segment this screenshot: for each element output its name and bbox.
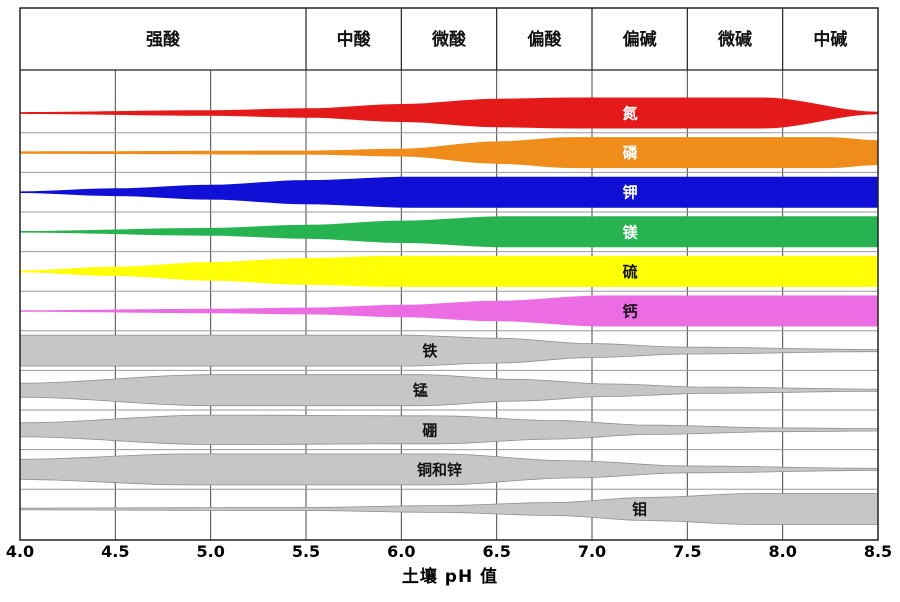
x-tick-label: 7.5	[673, 542, 701, 561]
x-tick-label: 6.0	[387, 542, 415, 561]
band-iron	[19, 334, 879, 367]
band-potassium	[20, 176, 878, 208]
zone-label: 中碱	[813, 29, 847, 50]
x-tick-label: 4.5	[101, 542, 129, 561]
x-tick-label: 7.0	[578, 542, 606, 561]
x-tick-label: 6.5	[482, 542, 510, 561]
band-label-calcium: 钙	[623, 303, 638, 321]
band-nitrogen	[20, 97, 878, 129]
band-label-magnesium: 镁	[623, 223, 639, 241]
zone-label: 中酸	[337, 29, 372, 50]
x-axis-title: 土壤 pH 值	[401, 567, 499, 587]
band-manganese	[19, 374, 879, 407]
band-label-sulfur: 硫	[623, 263, 638, 281]
band-label-nitrogen: 氮	[623, 105, 638, 123]
band-calcium	[20, 295, 878, 327]
x-tick-label: 8.5	[864, 542, 892, 561]
band-label-molybdenum: 钼	[632, 501, 647, 519]
band-magnesium	[20, 216, 878, 248]
band-phosphorus	[20, 137, 878, 169]
x-tick-label: 5.0	[196, 542, 224, 561]
zone-label: 微碱	[717, 29, 752, 50]
chart-border	[19, 7, 879, 541]
x-tick-label: 8.0	[768, 542, 796, 561]
band-molybdenum	[19, 493, 879, 525]
band-label-boron: 硼	[422, 421, 437, 439]
zone-label: 微酸	[431, 29, 467, 50]
band-label-manganese: 锰	[413, 382, 428, 400]
zone-label: 强酸	[146, 29, 181, 50]
band-label-iron: 铁	[422, 342, 437, 360]
x-tick-label: 5.5	[292, 542, 320, 561]
zone-label: 偏碱	[623, 29, 657, 50]
band-sulfur	[20, 255, 878, 287]
zone-label: 偏酸	[527, 29, 562, 50]
band-label-copper-and-zinc: 铜和锌	[417, 461, 462, 479]
band-label-phosphorus: 磷	[623, 144, 639, 162]
band-label-potassium: 钾	[623, 184, 638, 202]
x-tick-label: 4.0	[6, 542, 34, 561]
band-boron	[19, 414, 879, 445]
